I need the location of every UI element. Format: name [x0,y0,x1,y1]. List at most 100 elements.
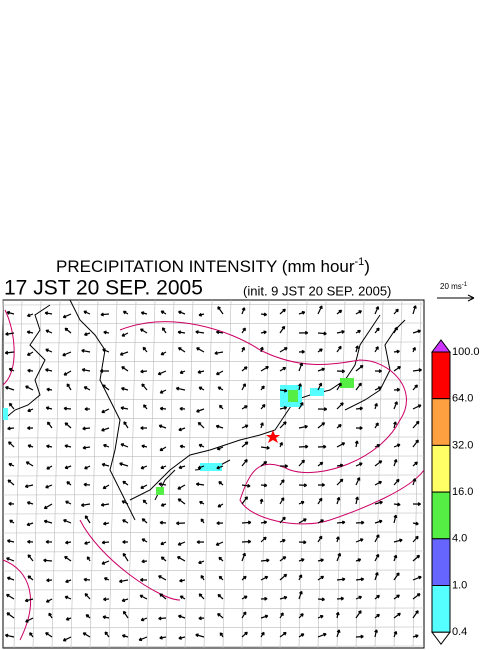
wind-arrow [241,483,251,488]
valid-time: 17 JST 20 SEP. 2005 [4,277,203,300]
colorbar-label: 64.0 [452,393,473,405]
wind-arrow [103,577,110,581]
grid-line [2,626,425,629]
wind-arrow [298,590,303,600]
wind-arrow [336,478,344,486]
wind-arrow [260,445,270,450]
wind-arrow [298,613,304,619]
wind-arrow [86,556,91,562]
grid-line [2,531,425,534]
wind-arrow [5,332,15,336]
wind-arrow [355,634,364,639]
wind-arrow [158,482,167,487]
grid-line [2,493,425,496]
wind-arrow [178,427,186,432]
wind-arrow [138,636,148,642]
wind-arrow [336,330,345,334]
grid-line [184,299,194,649]
wind-arrow [46,465,53,470]
grid-line [279,299,289,649]
wind-arrow [374,572,379,581]
wind-arrow [82,445,91,450]
wind-arrow [5,385,15,391]
wind-arrow [374,306,380,315]
wind-arrow [241,405,248,410]
wind-arrow [82,632,91,638]
wind-arrow [122,552,129,562]
wind-arrow [102,484,110,490]
wind-arrow [241,307,246,315]
wind-arrow [218,404,224,410]
wind-arrow [336,463,344,468]
wind-arrow [140,484,148,489]
wind-arrow [260,483,268,488]
wind-arrow [317,407,328,412]
wind-arrow [83,332,91,336]
wind-arrow [140,426,148,430]
wind-arrow [298,500,305,505]
wind-arrow [412,329,422,334]
wind-arrow [179,595,186,600]
title: PRECIPITATION INTENSITY (mm hour-1) [56,256,370,277]
wind-arrow [374,402,378,410]
wind-arrow [216,521,224,526]
wind-arrow [122,310,129,315]
wind-arrow [101,462,110,467]
wind-arrow [24,484,34,489]
wind-arrow [122,540,129,544]
wind-arrow [260,422,264,429]
wind-arrow [216,446,224,451]
wind-arrow [336,402,344,410]
wind-arrow [120,406,129,411]
wind-arrow [217,593,224,600]
grid-line [317,299,327,649]
wind-arrow [121,598,129,603]
grid-line [2,474,425,477]
coast [69,299,136,521]
wind-arrow [260,365,269,372]
wind-arrow [412,368,422,373]
wind-arrow [8,441,15,448]
wind-arrow [279,612,284,619]
wind-arrow [197,370,205,374]
wind-arrow [101,427,110,432]
wind-arrow [393,572,400,581]
wind-arrow [393,612,401,619]
wind-arrow [8,402,15,410]
grid-line [146,299,156,649]
wind-arrow [141,538,148,543]
wind-arrow [317,519,324,524]
wind-arrow [217,386,224,391]
wind-arrow [82,426,91,431]
wind-arrow [336,309,343,315]
wind-arrow [317,348,323,353]
wind-arrow [336,496,341,505]
wind-arrow [29,632,34,638]
wind-arrow [62,351,72,357]
wind-arrow [298,424,308,429]
wind-arrow [83,577,91,582]
wind-arrow [215,330,224,335]
wind-arrow [26,330,34,335]
wind-arrow [259,346,264,353]
wind-arrow [317,382,323,391]
wind-arrow [6,557,15,562]
rain-cell [156,487,164,495]
wind-arrow [64,465,72,470]
grid-line [2,512,425,515]
wind-arrow [355,345,359,353]
colorbar: 100.0 64.0 32.0 16.0 4.0 1.0 0.4 [431,339,480,646]
wind-arrow [374,500,383,505]
wind-arrow [260,520,268,525]
wind-arrow [84,407,91,411]
init-time: (init. 9 JST 20 SEP. 2005) [243,283,391,298]
wind-arrow [393,458,398,467]
wind-arrow [355,462,363,467]
wind-arrow [27,444,34,448]
wind-arrow [374,369,382,374]
wind-arrow [84,465,91,470]
wind-arrow [260,461,268,467]
wind-arrow [160,556,167,562]
wind-arrow [279,538,286,543]
wind-arrow [100,502,110,507]
